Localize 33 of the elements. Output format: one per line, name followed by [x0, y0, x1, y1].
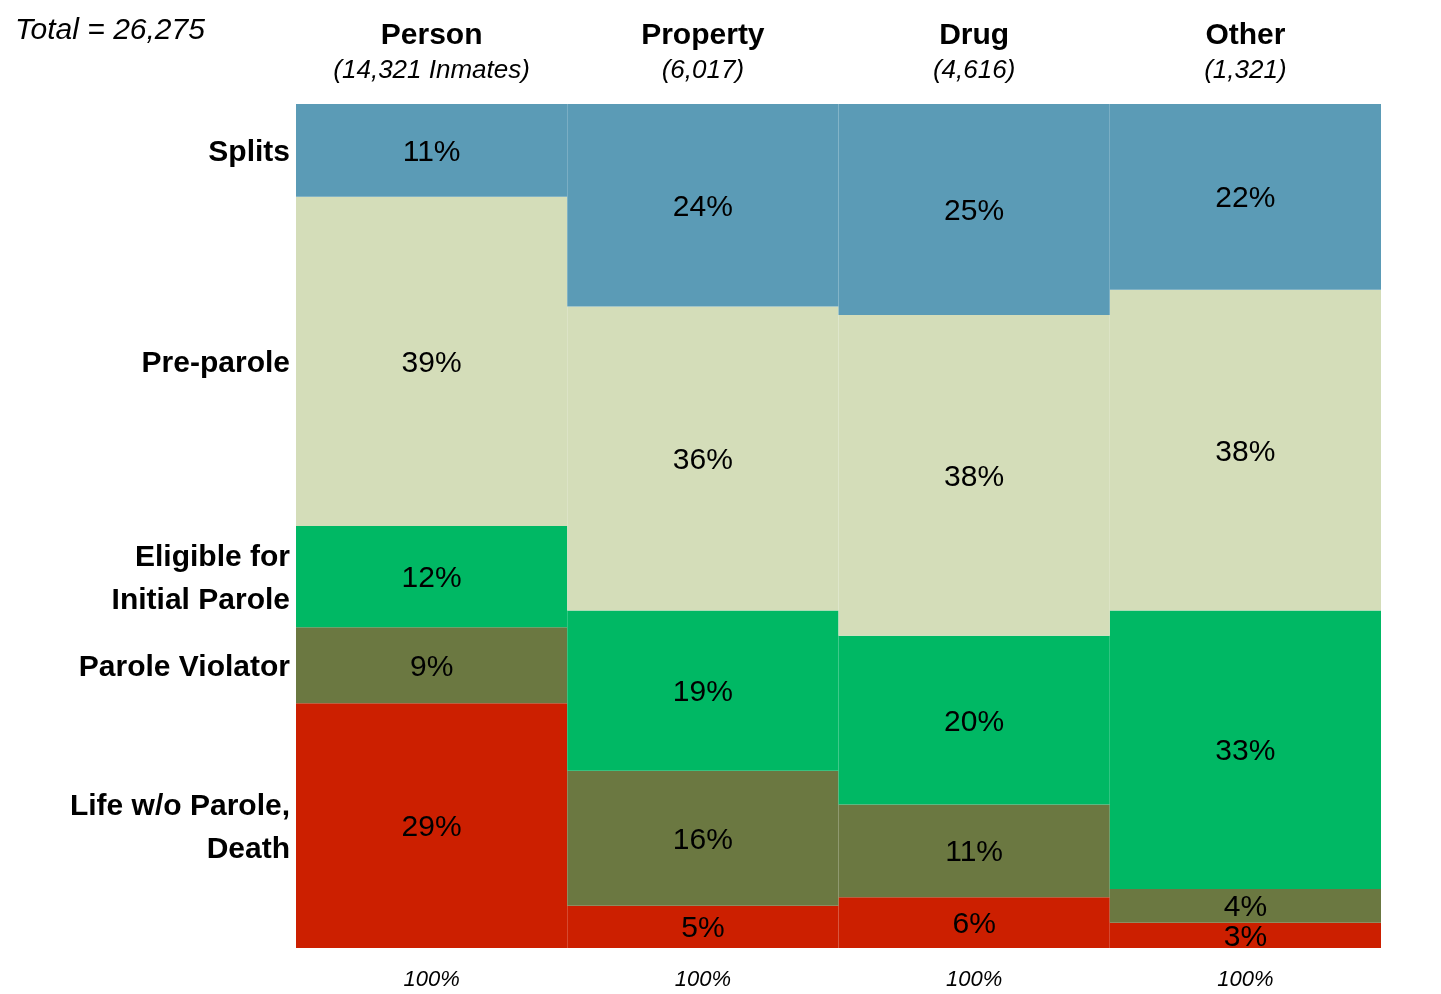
- series-label: Eligible for Initial Parole: [111, 538, 291, 615]
- data-label: 19%: [672, 674, 733, 708]
- bar: [296, 627, 568, 704]
- data-label: 39%: [401, 344, 462, 378]
- data-label: 12%: [401, 560, 462, 594]
- data-label: 16%: [672, 821, 733, 855]
- data-label: 38%: [1215, 433, 1276, 467]
- total-label: 100%: [674, 965, 732, 991]
- data-label: 38%: [944, 458, 1005, 492]
- series-label: Splits: [208, 133, 290, 167]
- data-label: 29%: [401, 809, 462, 843]
- chart-title: Total = 26,275: [15, 11, 206, 45]
- data-label: 24%: [672, 188, 733, 222]
- data-label: 11%: [945, 834, 1004, 868]
- data-label: 22%: [1215, 180, 1276, 214]
- x-tick-label: Other (1,321): [1204, 16, 1287, 84]
- total-label: 100%: [403, 965, 460, 991]
- data-label: 9%: [409, 648, 454, 682]
- data-label: 25%: [944, 193, 1005, 226]
- data-label: 33%: [1215, 733, 1276, 767]
- series-label: Pre-parole: [141, 344, 290, 378]
- data-label: 5%: [681, 910, 725, 944]
- data-label: 6%: [952, 906, 996, 940]
- data-label: 11%: [402, 133, 461, 167]
- series-label: Parole Violator: [78, 648, 291, 682]
- data-label: 20%: [944, 703, 1005, 737]
- total-label: 100%: [945, 965, 1003, 991]
- x-tick-label: Person (14,321 Inmates): [333, 16, 530, 84]
- data-label: 36%: [672, 441, 733, 475]
- x-tick-label: Property (6,017): [641, 16, 765, 84]
- total-label: 100%: [1217, 965, 1274, 991]
- series-label: Life w/o Parole, Death: [69, 787, 290, 864]
- x-tick-label: Drug (4,616): [932, 16, 1016, 84]
